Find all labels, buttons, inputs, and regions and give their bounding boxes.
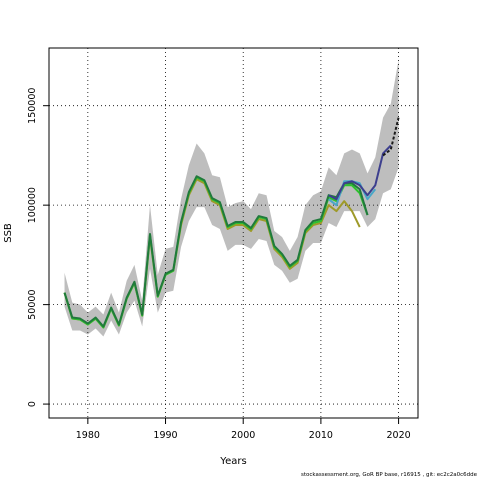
- x-tick-label: 1990: [153, 430, 177, 441]
- x-tick-label: 1980: [76, 430, 100, 441]
- series-line-3: [63, 175, 369, 328]
- series-line-5: [328, 144, 392, 201]
- series-line-6: [382, 117, 400, 157]
- y-tick-label: 100000: [27, 187, 38, 223]
- series-layer: [63, 117, 400, 329]
- plot-frame: [48, 47, 419, 419]
- x-axis-title: Years: [219, 456, 246, 467]
- axis-layer: 1980 1990 2000 2010 2020 0 50000 100000 150000: [27, 88, 411, 441]
- y-tick-label: 150000: [27, 88, 38, 124]
- y-tick-label: 0: [27, 401, 38, 407]
- grid-layer: [49, 48, 418, 418]
- y-tick-label: 50000: [27, 289, 38, 319]
- confidence-band: [64, 59, 399, 337]
- x-tick-label: 2010: [309, 430, 333, 441]
- y-axis-title: SSB: [3, 223, 14, 243]
- x-tick-label: 2020: [386, 430, 410, 441]
- confidence-band-layer: [64, 59, 399, 337]
- x-tick-label: 2000: [231, 430, 255, 441]
- footer-credit: stockassessment.org, GoR BP base, r16915…: [301, 472, 477, 478]
